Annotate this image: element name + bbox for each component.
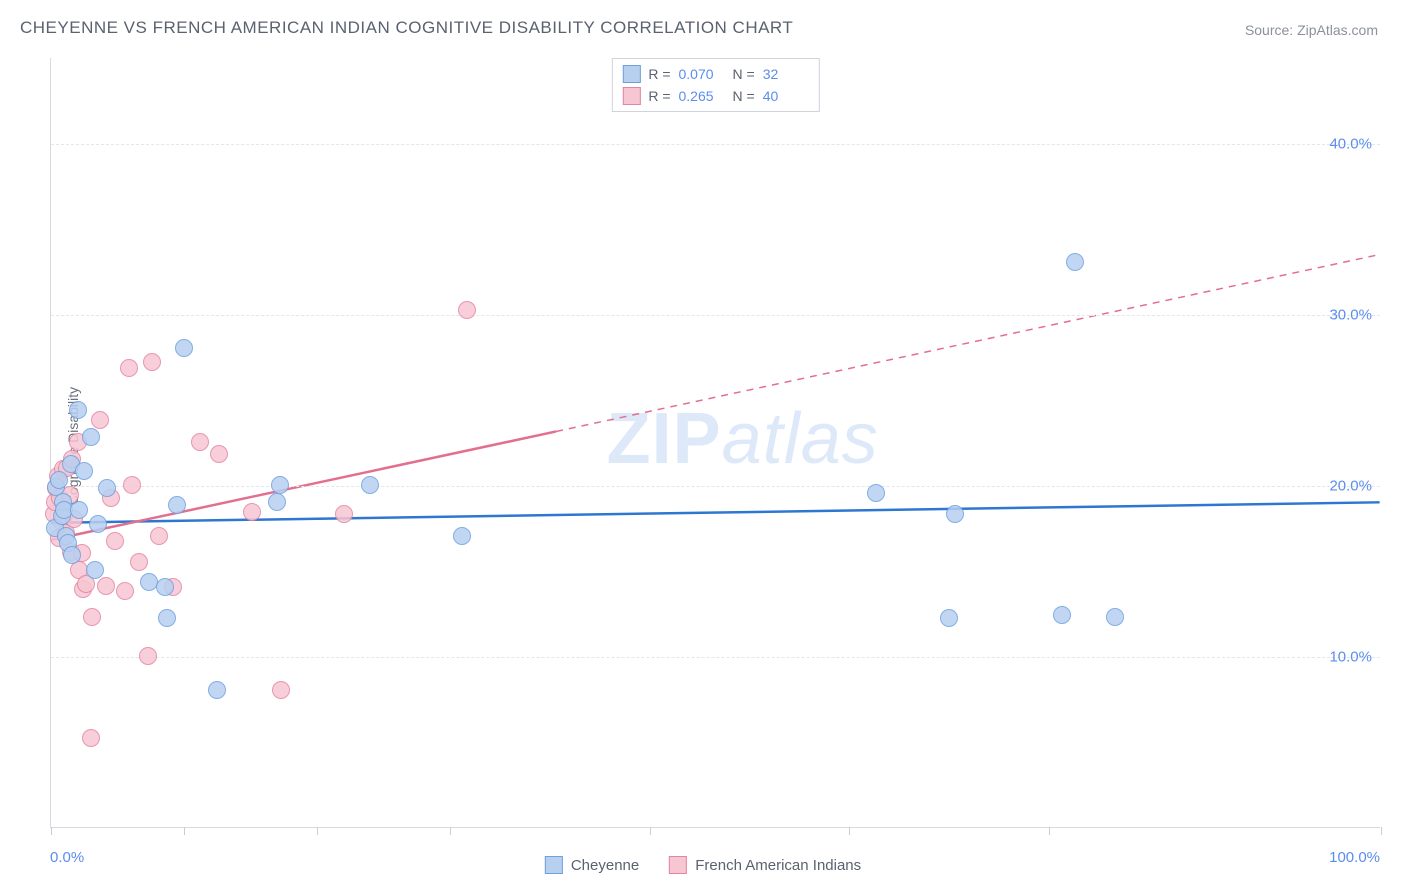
cheyenne-point <box>1106 608 1124 626</box>
y-tick-label: 10.0% <box>1329 648 1372 665</box>
r-label: R = <box>648 63 670 85</box>
cheyenne-swatch <box>622 65 640 83</box>
french-point <box>91 411 109 429</box>
cheyenne-point <box>63 546 81 564</box>
y-tick-label: 30.0% <box>1329 306 1372 323</box>
cheyenne-point <box>208 681 226 699</box>
french-point <box>150 527 168 545</box>
cheyenne-point <box>86 561 104 579</box>
x-tick-mark <box>317 827 318 835</box>
x-tick-max: 100.0% <box>1329 849 1380 866</box>
cheyenne-point <box>50 471 68 489</box>
x-tick-mark <box>849 827 850 835</box>
n-label: N = <box>733 63 755 85</box>
cheyenne-point <box>453 527 471 545</box>
french-point <box>97 577 115 595</box>
french-point <box>143 353 161 371</box>
cheyenne-point <box>1066 253 1084 271</box>
y-tick-label: 20.0% <box>1329 477 1372 494</box>
r-label: R = <box>648 85 670 107</box>
cheyenne-point <box>175 339 193 357</box>
chart-container: CHEYENNE VS FRENCH AMERICAN INDIAN COGNI… <box>0 0 1406 892</box>
cheyenne-point <box>946 505 964 523</box>
french-point <box>458 301 476 319</box>
french-point <box>139 647 157 665</box>
r-value-cheyenne: 0.070 <box>679 63 725 85</box>
french-point <box>116 582 134 600</box>
cheyenne-point <box>1053 606 1071 624</box>
chart-title: CHEYENNE VS FRENCH AMERICAN INDIAN COGNI… <box>20 18 793 38</box>
cheyenne-point <box>69 401 87 419</box>
y-tick-label: 40.0% <box>1329 135 1372 152</box>
cheyenne-point <box>940 609 958 627</box>
n-value-french: 40 <box>763 85 809 107</box>
cheyenne-point <box>867 484 885 502</box>
cheyenne-point <box>70 501 88 519</box>
r-value-french: 0.265 <box>679 85 725 107</box>
x-tick-mark <box>51 827 52 835</box>
cheyenne-point <box>82 428 100 446</box>
grid-line <box>51 657 1380 658</box>
trend-line <box>556 255 1380 432</box>
x-tick-mark <box>1381 827 1382 835</box>
french-point <box>191 433 209 451</box>
grid-line <box>51 315 1380 316</box>
cheyenne-point <box>156 578 174 596</box>
french-point <box>272 681 290 699</box>
french-point <box>120 359 138 377</box>
cheyenne-point <box>361 476 379 494</box>
french-swatch <box>669 856 687 874</box>
french-swatch <box>622 87 640 105</box>
french-point <box>123 476 141 494</box>
cheyenne-point <box>158 609 176 627</box>
cheyenne-point <box>271 476 289 494</box>
x-tick-mark <box>650 827 651 835</box>
stats-row-french: R = 0.265 N = 40 <box>622 85 808 107</box>
french-point <box>335 505 353 523</box>
french-point <box>83 608 101 626</box>
legend-item-french: French American Indians <box>669 856 861 874</box>
french-point <box>243 503 261 521</box>
cheyenne-point <box>168 496 186 514</box>
cheyenne-point <box>98 479 116 497</box>
x-tick-min: 0.0% <box>50 849 84 866</box>
stats-legend: R = 0.070 N = 32 R = 0.265 N = 40 <box>611 58 819 112</box>
cheyenne-point <box>268 493 286 511</box>
bottom-legend: Cheyenne French American Indians <box>545 856 861 874</box>
legend-label-cheyenne: Cheyenne <box>571 857 639 874</box>
cheyenne-point <box>89 515 107 533</box>
french-point <box>106 532 124 550</box>
grid-line <box>51 144 1380 145</box>
plot-area: ZIPatlas R = 0.070 N = 32 R = 0.265 N = … <box>50 58 1380 828</box>
x-tick-mark <box>1049 827 1050 835</box>
french-point <box>82 729 100 747</box>
french-point <box>130 553 148 571</box>
x-tick-mark <box>184 827 185 835</box>
cheyenne-point <box>75 462 93 480</box>
x-tick-mark <box>450 827 451 835</box>
n-label: N = <box>733 85 755 107</box>
n-value-cheyenne: 32 <box>763 63 809 85</box>
legend-label-french: French American Indians <box>695 857 861 874</box>
trend-lines <box>51 58 1380 827</box>
french-point <box>210 445 228 463</box>
grid-line <box>51 486 1380 487</box>
stats-row-cheyenne: R = 0.070 N = 32 <box>622 63 808 85</box>
source-label: Source: ZipAtlas.com <box>1245 22 1378 38</box>
cheyenne-swatch <box>545 856 563 874</box>
legend-item-cheyenne: Cheyenne <box>545 856 639 874</box>
